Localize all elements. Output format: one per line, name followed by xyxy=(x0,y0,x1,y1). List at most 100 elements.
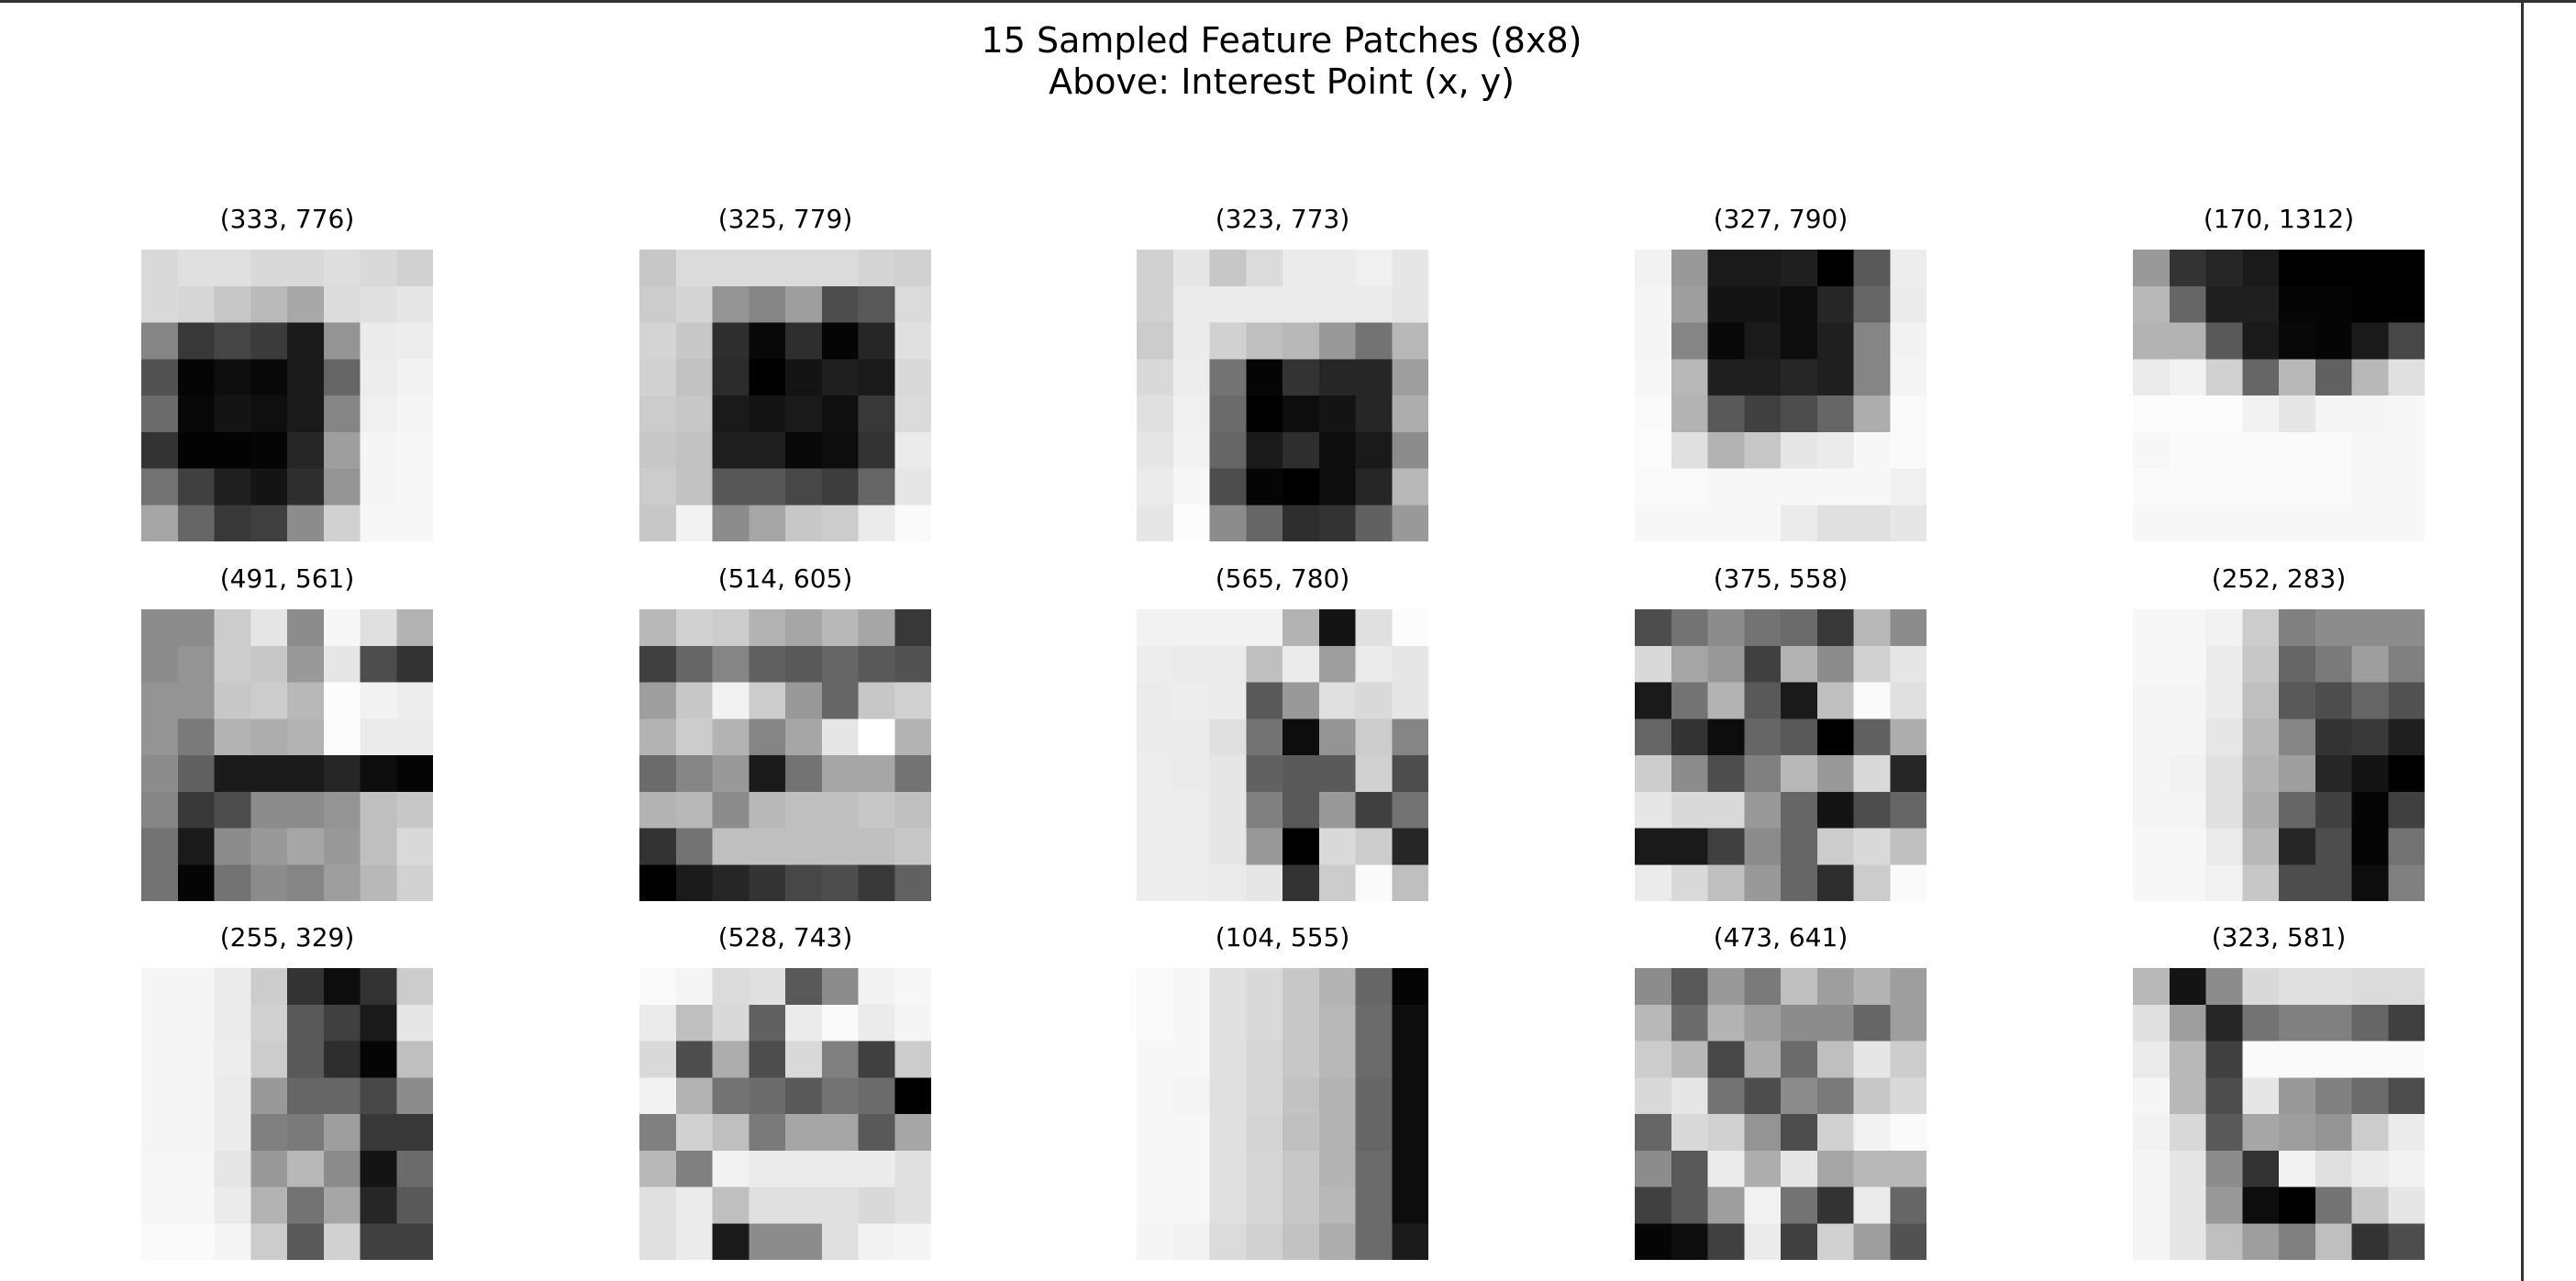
patch-pixel xyxy=(1209,468,1247,506)
patch-pixel xyxy=(250,645,288,684)
patch-pixel xyxy=(2169,395,2207,433)
patch-pixel xyxy=(821,609,860,647)
patch-pixel xyxy=(2133,609,2171,647)
patch-pixel xyxy=(1671,1186,1709,1224)
patch-pixel xyxy=(1744,1150,1782,1188)
patch-pixel xyxy=(323,250,361,287)
patch-pixel xyxy=(360,755,397,793)
patch-pixel xyxy=(675,505,714,541)
patch-pixel xyxy=(1209,1186,1247,1224)
patch-pixel xyxy=(1635,322,1672,360)
patch-pixel xyxy=(2351,322,2389,360)
patch-pixel xyxy=(1282,1077,1320,1115)
patch-pixel xyxy=(1246,864,1283,901)
patch-pixel xyxy=(141,395,179,433)
patch-pixel xyxy=(1635,1186,1672,1224)
patch-image xyxy=(1635,250,1926,541)
patch-pixel xyxy=(396,682,433,719)
patch-pixel xyxy=(1318,395,1357,433)
patch-pixel xyxy=(1137,1041,1174,1078)
patch-pixel xyxy=(2315,755,2353,793)
patch-pixel xyxy=(1209,285,1247,324)
patch-pixel xyxy=(250,718,288,756)
patch-pixel xyxy=(821,250,860,287)
patch-pixel xyxy=(2315,718,2353,756)
patch-pixel xyxy=(2205,322,2243,360)
patch-pixel xyxy=(2133,431,2171,470)
patch-pixel xyxy=(360,250,397,287)
patch-pixel xyxy=(1318,1150,1357,1188)
patch-pixel xyxy=(360,1150,397,1188)
patch-pixel xyxy=(2133,682,2171,719)
patch-pixel xyxy=(1816,828,1855,865)
patch-pixel xyxy=(1853,609,1891,647)
patch-pixel xyxy=(2388,1223,2425,1260)
patch-pixel xyxy=(141,505,179,541)
patch-pixel xyxy=(1744,395,1782,433)
patch-pixel xyxy=(1246,682,1283,719)
patch-pixel xyxy=(894,431,931,470)
patch-pixel xyxy=(2205,395,2243,433)
patch-pixel xyxy=(177,359,216,396)
patch-pixel xyxy=(712,322,749,360)
patch-pixel xyxy=(894,791,931,830)
patch-pixel xyxy=(1781,1150,1818,1188)
patch-pixel xyxy=(1890,609,1926,647)
patch-pixel xyxy=(1707,1077,1745,1115)
patch-pixel xyxy=(2351,718,2389,756)
patch-pixel xyxy=(712,1223,749,1260)
patch-pixel xyxy=(2388,1004,2425,1042)
patch-pixel xyxy=(675,791,714,830)
patch-pixel xyxy=(1671,1150,1709,1188)
patch-pixel xyxy=(1744,645,1782,684)
patch-pixel xyxy=(858,791,895,830)
patch-pixel xyxy=(2242,395,2280,433)
patch-pixel xyxy=(2242,609,2280,647)
patch-pixel xyxy=(1671,322,1709,360)
patch-pixel xyxy=(1282,1114,1320,1152)
patch-pixel xyxy=(141,1114,179,1152)
patch-pixel xyxy=(821,828,860,865)
patch-pixel xyxy=(250,1041,288,1078)
patch-pixel xyxy=(177,1150,216,1188)
patch-pixel xyxy=(2242,645,2280,684)
patch-pixel xyxy=(1890,322,1926,360)
patch-pixel xyxy=(1744,1223,1782,1260)
patch-pixel xyxy=(287,431,325,470)
patch-pixel xyxy=(1282,1150,1320,1188)
patch-pixel xyxy=(894,505,931,541)
patch-pixel xyxy=(821,645,860,684)
patch-pixel xyxy=(1282,718,1320,756)
patch-pixel xyxy=(2388,505,2425,541)
patch-pixel xyxy=(1890,468,1926,506)
patch-pixel xyxy=(1282,1004,1320,1042)
patch-pixel xyxy=(894,285,931,324)
patch-pixel xyxy=(2315,468,2353,506)
patch-pixel xyxy=(1635,1077,1672,1115)
patch-pixel xyxy=(1392,645,1428,684)
patch-pixel xyxy=(749,755,786,793)
patch-pixel xyxy=(2388,1150,2425,1188)
patch-pixel xyxy=(250,791,288,830)
patch-pixel xyxy=(1744,1041,1782,1078)
patch-pixel xyxy=(1355,285,1393,324)
patch-pixel xyxy=(1853,682,1891,719)
patch-pixel xyxy=(1318,431,1357,470)
patch-pixel xyxy=(2315,609,2353,647)
patch-pixel xyxy=(2388,828,2425,865)
patch-pixel xyxy=(2205,1150,2243,1188)
patch-pixel xyxy=(1744,755,1782,793)
patch-pixel xyxy=(2242,1223,2280,1260)
patch-pixel xyxy=(2279,1150,2316,1188)
patch-pixel xyxy=(177,609,216,647)
patch-pixel xyxy=(1635,250,1672,287)
patch-pixel xyxy=(2351,682,2389,719)
patch-pixel xyxy=(214,864,251,901)
patch-pixel xyxy=(1781,682,1818,719)
patch-pixel xyxy=(1635,1223,1672,1260)
patch-pixel xyxy=(1137,468,1174,506)
patch-pixel xyxy=(1355,359,1393,396)
patch-pixel xyxy=(2279,1186,2316,1224)
patch-pixel xyxy=(1890,1004,1926,1042)
patch-pixel xyxy=(1744,322,1782,360)
